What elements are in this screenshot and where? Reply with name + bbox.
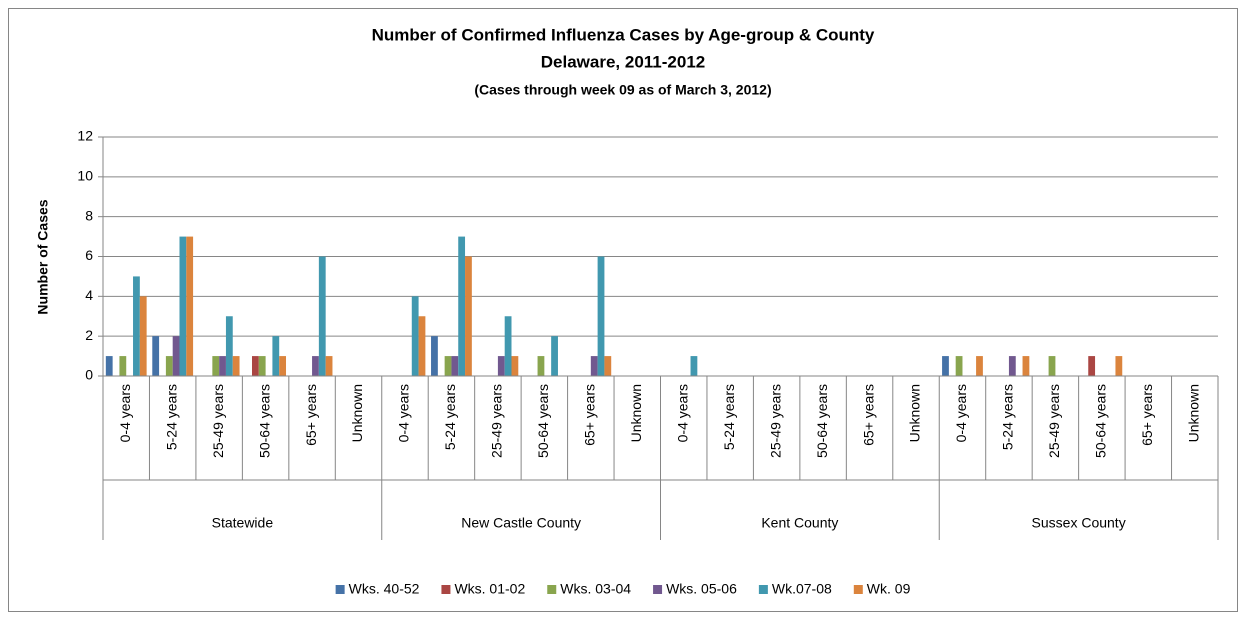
bar bbox=[497, 356, 505, 376]
y-tick-label: 0 bbox=[85, 367, 93, 383]
bar bbox=[172, 336, 180, 376]
bar bbox=[279, 356, 287, 376]
bar bbox=[119, 356, 127, 376]
bar bbox=[325, 356, 333, 376]
y-tick-label: 12 bbox=[77, 128, 93, 144]
y-tick-label: 2 bbox=[85, 327, 93, 343]
group-label: Statewide bbox=[212, 515, 274, 531]
y-axis-label: Number of Cases bbox=[35, 199, 51, 314]
x-tick-label: 50-64 years bbox=[256, 384, 272, 458]
bar bbox=[212, 356, 220, 376]
bar bbox=[152, 336, 160, 376]
legend-label: Wk. 09 bbox=[867, 581, 911, 597]
bar bbox=[537, 356, 545, 376]
x-tick-label: 5-24 years bbox=[1000, 384, 1016, 450]
bar bbox=[1008, 356, 1016, 376]
y-tick-label: 4 bbox=[85, 287, 93, 303]
x-tick-label: 50-64 years bbox=[1093, 384, 1109, 458]
x-tick-label: 65+ years bbox=[860, 384, 876, 446]
bar bbox=[139, 296, 147, 376]
legend-label: Wks. 40-52 bbox=[349, 581, 420, 597]
x-tick-label: 0-4 years bbox=[117, 384, 133, 442]
chart-note: (Cases through week 09 as of March 3, 20… bbox=[474, 82, 771, 98]
chart-title: Number of Confirmed Influenza Cases by A… bbox=[372, 25, 875, 44]
bar bbox=[597, 256, 605, 376]
bar bbox=[511, 356, 519, 376]
bar bbox=[105, 356, 113, 376]
legend-swatch bbox=[547, 585, 557, 594]
legend-swatch bbox=[853, 585, 863, 594]
bar bbox=[225, 316, 233, 376]
bar bbox=[1115, 356, 1123, 376]
bar bbox=[232, 356, 240, 376]
legend-label: Wk.07-08 bbox=[772, 581, 832, 597]
bar bbox=[186, 236, 194, 376]
bar bbox=[179, 236, 187, 376]
x-tick-label: Unknown bbox=[349, 384, 365, 442]
bar bbox=[219, 356, 226, 376]
x-tick-label: 5-24 years bbox=[721, 384, 737, 450]
x-tick-label: Unknown bbox=[907, 384, 923, 442]
group-label: Kent County bbox=[761, 515, 838, 531]
group-label: New Castle County bbox=[461, 515, 581, 531]
bar bbox=[312, 356, 319, 376]
y-tick-label: 8 bbox=[85, 207, 93, 223]
x-tick-label: 0-4 years bbox=[396, 384, 412, 442]
legend-swatch bbox=[758, 585, 768, 594]
bar bbox=[590, 356, 598, 376]
legend-label: Wks. 01-02 bbox=[454, 581, 525, 597]
bar bbox=[431, 336, 438, 376]
legend-swatch bbox=[335, 585, 345, 594]
legend-label: Wks. 05-06 bbox=[666, 581, 737, 597]
x-tick-label: 50-64 years bbox=[535, 384, 551, 458]
x-tick-label: 65+ years bbox=[582, 384, 598, 446]
bar bbox=[1088, 356, 1096, 376]
x-tick-label: 0-4 years bbox=[674, 384, 690, 442]
bar bbox=[418, 316, 426, 376]
bar bbox=[942, 356, 949, 376]
bar bbox=[133, 276, 140, 376]
x-tick-label: Unknown bbox=[1185, 384, 1201, 442]
y-tick-label: 10 bbox=[77, 168, 93, 184]
bar bbox=[252, 356, 259, 376]
legend-swatch bbox=[441, 585, 451, 594]
x-tick-label: 25-49 years bbox=[1046, 384, 1062, 458]
bar bbox=[1048, 356, 1056, 376]
bar bbox=[604, 356, 612, 376]
x-tick-label: 50-64 years bbox=[814, 384, 830, 458]
x-tick-label: 5-24 years bbox=[163, 384, 179, 450]
x-tick-label: 65+ years bbox=[303, 384, 319, 446]
bar bbox=[458, 236, 466, 376]
chart-border bbox=[8, 8, 1238, 612]
x-tick-label: 5-24 years bbox=[442, 384, 458, 450]
x-tick-label: 25-49 years bbox=[210, 384, 226, 458]
bar bbox=[976, 356, 983, 376]
x-tick-label: 25-49 years bbox=[489, 384, 505, 458]
chart-subtitle: Delaware, 2011-2012 bbox=[541, 52, 705, 71]
x-tick-label: 0-4 years bbox=[953, 384, 969, 442]
x-tick-label: 65+ years bbox=[1139, 384, 1155, 446]
bar bbox=[465, 256, 472, 376]
bar bbox=[272, 336, 280, 376]
bar bbox=[165, 356, 173, 376]
x-tick-label: 25-49 years bbox=[767, 384, 783, 458]
bar bbox=[444, 356, 452, 376]
legend-swatch bbox=[653, 585, 663, 594]
bar bbox=[451, 356, 459, 376]
bar bbox=[690, 356, 698, 376]
bar bbox=[551, 336, 558, 376]
bar bbox=[955, 356, 963, 376]
bar bbox=[318, 256, 326, 376]
bar bbox=[258, 356, 266, 376]
bar bbox=[504, 316, 512, 376]
bar bbox=[1022, 356, 1030, 376]
y-tick-label: 6 bbox=[85, 247, 93, 263]
legend-label: Wks. 03-04 bbox=[560, 581, 631, 597]
group-label: Sussex County bbox=[1032, 515, 1126, 531]
x-tick-label: Unknown bbox=[628, 384, 644, 442]
bar bbox=[411, 296, 419, 376]
